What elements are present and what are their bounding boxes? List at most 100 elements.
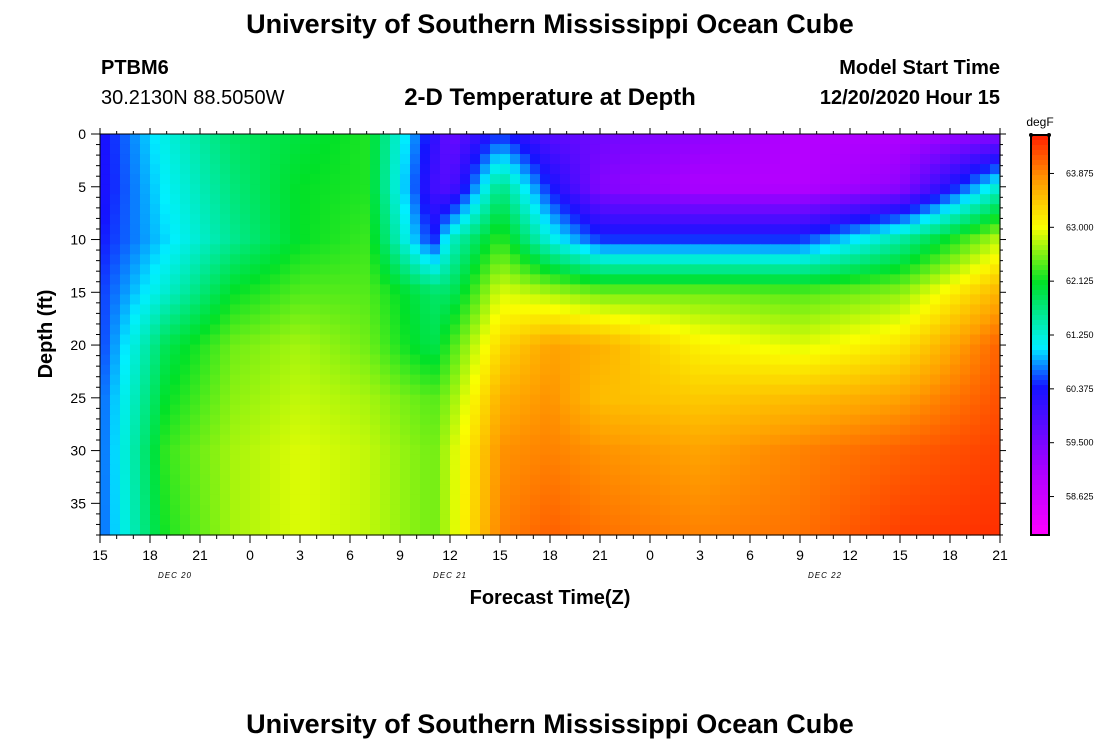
heatmap-cell	[960, 234, 971, 245]
heatmap-cell	[950, 334, 961, 346]
heatmap-cell	[790, 364, 801, 376]
colorbar-segment	[1031, 315, 1049, 321]
heatmap-cell	[130, 324, 141, 336]
heatmap-cell	[430, 294, 441, 306]
heatmap-cell	[330, 394, 341, 406]
heatmap-cell	[520, 204, 531, 215]
heatmap-cell	[510, 304, 521, 316]
heatmap-cell	[710, 474, 721, 486]
heatmap-cell	[770, 294, 781, 306]
heatmap-cell	[720, 504, 731, 516]
heatmap-cell	[330, 524, 341, 536]
heatmap-cell	[860, 434, 871, 446]
heatmap-cell	[660, 354, 671, 366]
heatmap-cell	[920, 344, 931, 356]
heatmap-cell	[780, 494, 791, 506]
heatmap-cell	[930, 244, 941, 255]
heatmap-cell	[420, 414, 431, 426]
heatmap-cell	[340, 344, 351, 356]
heatmap-cell	[940, 364, 951, 376]
heatmap-cell	[800, 334, 811, 346]
heatmap-cell	[350, 404, 361, 416]
heatmap-cell	[290, 284, 301, 296]
heatmap-cell	[220, 174, 231, 185]
heatmap-cell	[190, 464, 201, 476]
heatmap-cell	[350, 334, 361, 346]
heatmap-cell	[120, 504, 131, 516]
heatmap-cell	[920, 434, 931, 446]
heatmap-cell	[280, 214, 291, 225]
heatmap-cell	[450, 424, 461, 436]
heatmap-cell	[340, 334, 351, 346]
heatmap-cell	[520, 174, 531, 185]
heatmap-cell	[780, 504, 791, 516]
heatmap-cell	[310, 394, 321, 406]
heatmap-cell	[740, 204, 751, 215]
heatmap-cell	[290, 374, 301, 386]
heatmap-cell	[940, 184, 951, 195]
heatmap-cell	[960, 484, 971, 496]
heatmap-cell	[680, 414, 691, 426]
heatmap-cell	[390, 344, 401, 356]
heatmap-cell	[880, 244, 891, 255]
heatmap-cell	[850, 194, 861, 205]
heatmap-cell	[670, 434, 681, 446]
heatmap-cell	[510, 354, 521, 366]
heatmap-cell	[830, 374, 841, 386]
heatmap-cell	[940, 404, 951, 416]
heatmap-cell	[160, 274, 171, 285]
heatmap-cell	[870, 514, 881, 526]
heatmap-cell	[210, 504, 221, 516]
heatmap-cell	[990, 254, 1001, 265]
heatmap-cell	[340, 184, 351, 195]
heatmap-cell	[850, 174, 861, 185]
heatmap-cell	[920, 374, 931, 386]
x-tick-label: 3	[696, 547, 704, 563]
heatmap-cell	[440, 494, 451, 506]
heatmap-cell	[810, 174, 821, 185]
heatmap-cell	[700, 354, 711, 366]
heatmap-cell	[390, 234, 401, 245]
heatmap-cell	[400, 224, 411, 235]
heatmap-cell	[470, 224, 481, 235]
heatmap-cell	[440, 344, 451, 356]
heatmap-cell	[840, 244, 851, 255]
heatmap-cell	[870, 494, 881, 506]
heatmap-cell	[100, 214, 111, 225]
heatmap-cell	[620, 414, 631, 426]
heatmap-cell	[330, 144, 341, 155]
heatmap-cell	[630, 344, 641, 356]
heatmap-cell	[790, 284, 801, 296]
heatmap-cell	[480, 324, 491, 336]
heatmap-cell	[780, 254, 791, 265]
heatmap-cell	[320, 354, 331, 366]
heatmap-cell	[310, 434, 321, 446]
heatmap-cell	[990, 134, 1001, 145]
heatmap-cell	[120, 194, 131, 205]
heatmap-cell	[750, 384, 761, 396]
heatmap-cell	[310, 314, 321, 326]
heatmap-cell	[580, 224, 591, 235]
heatmap-cell	[250, 414, 261, 426]
heatmap-cell	[570, 284, 581, 296]
heatmap-cell	[640, 504, 651, 516]
heatmap-cell	[310, 224, 321, 235]
heatmap-cell	[610, 274, 621, 285]
heatmap-cell	[560, 164, 571, 175]
heatmap-cell	[480, 184, 491, 195]
heatmap-cell	[490, 354, 501, 366]
heatmap-cell	[870, 474, 881, 486]
heatmap-cell	[420, 444, 431, 456]
heatmap-cell	[230, 304, 241, 316]
heatmap-cell	[370, 434, 381, 446]
heatmap-cell	[250, 284, 261, 296]
heatmap-cell	[740, 494, 751, 506]
heatmap-cell	[790, 294, 801, 306]
heatmap-cell	[940, 234, 951, 245]
heatmap-cell	[350, 294, 361, 306]
heatmap-cell	[700, 164, 711, 175]
heatmap-cell	[400, 134, 411, 145]
colorbar-tick-label: 63.875	[1066, 168, 1094, 178]
heatmap-cell	[330, 194, 341, 205]
heatmap-cell	[610, 294, 621, 306]
